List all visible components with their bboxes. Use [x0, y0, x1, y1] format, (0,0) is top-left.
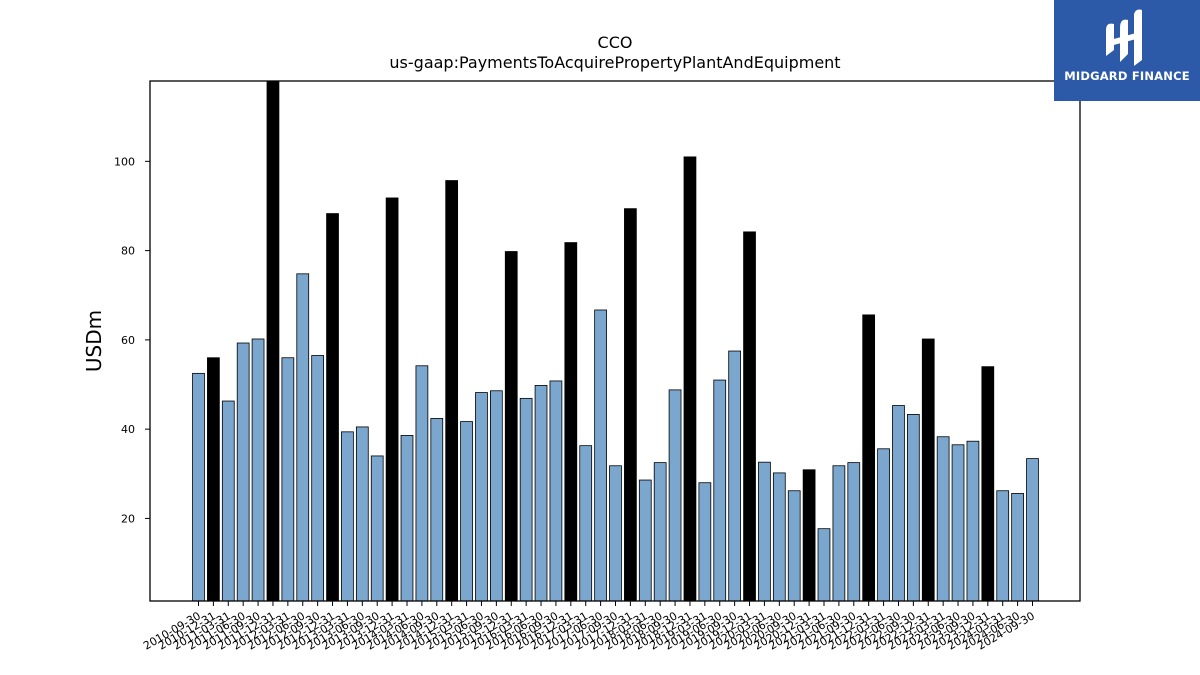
- bar: [266, 80, 280, 602]
- bars-layer: [192, 80, 1039, 602]
- bar: [579, 445, 593, 602]
- chart-title: CCO: [598, 33, 633, 52]
- y-axis-label: USDm: [82, 310, 106, 372]
- bar: [594, 309, 607, 602]
- bar: [996, 490, 1010, 602]
- bar: [341, 431, 354, 602]
- bar: [489, 390, 503, 602]
- bar: [802, 469, 816, 602]
- y-tick-label: 20: [121, 512, 135, 525]
- bar: [907, 414, 920, 602]
- bar: [281, 357, 295, 602]
- bar: [400, 434, 414, 602]
- bar: [877, 448, 890, 602]
- bar: [519, 397, 533, 602]
- bar: [221, 400, 235, 602]
- midgard-logo-icon: [1106, 9, 1142, 66]
- chart-subtitle: us-gaap:PaymentsToAcquirePropertyPlantAn…: [389, 53, 840, 72]
- bar: [683, 156, 697, 602]
- bar: [668, 389, 682, 602]
- bar: [892, 405, 905, 602]
- y-tick-label: 40: [121, 423, 135, 436]
- bar: [966, 440, 980, 602]
- bar: [326, 213, 339, 602]
- bar: [1011, 493, 1024, 602]
- bar: [638, 479, 652, 602]
- bar: [236, 342, 250, 602]
- bar: [445, 180, 459, 602]
- y-tick-label: 100: [114, 155, 135, 168]
- bar: [981, 366, 995, 602]
- plot-frame: [149, 80, 1081, 602]
- bar: [624, 208, 637, 602]
- bar: [787, 490, 801, 602]
- bar: [772, 472, 786, 602]
- y-axis: 20 40 60 80 100: [114, 155, 150, 525]
- y-tick-label: 60: [121, 334, 135, 347]
- midgard-finance-logo: MIDGARD FINANCE: [1054, 0, 1200, 101]
- bar: [1026, 458, 1039, 602]
- bar: [862, 314, 876, 602]
- bar: [564, 242, 578, 602]
- bar: [951, 444, 965, 602]
- bar: [415, 365, 429, 602]
- x-axis: 2010-09-302010-12-312011-03-312011-06-30…: [141, 601, 1037, 653]
- bar: [370, 455, 384, 602]
- bar: [385, 197, 399, 602]
- bar: [534, 385, 548, 602]
- bar: [936, 436, 950, 602]
- bar: [832, 465, 846, 602]
- logo-text: MIDGARD FINANCE: [1064, 69, 1190, 83]
- bar: [549, 380, 563, 602]
- bar: [817, 528, 831, 602]
- bar: [192, 372, 205, 602]
- y-tick-label: 80: [121, 245, 135, 258]
- bar: [758, 461, 771, 602]
- bar: [311, 355, 325, 602]
- bar: [460, 421, 473, 602]
- bar: [207, 357, 220, 602]
- bar: [355, 426, 369, 602]
- bar: [728, 350, 742, 602]
- bar: [921, 338, 935, 602]
- bar: [653, 462, 667, 602]
- bar: [847, 462, 861, 602]
- bar: [475, 392, 488, 602]
- bar: [698, 482, 712, 602]
- bar: [743, 231, 756, 602]
- bar: [251, 338, 265, 602]
- bar: [430, 418, 444, 602]
- bar: [504, 251, 518, 602]
- bar: [609, 465, 622, 602]
- bar: [296, 273, 310, 602]
- bar: [713, 379, 727, 602]
